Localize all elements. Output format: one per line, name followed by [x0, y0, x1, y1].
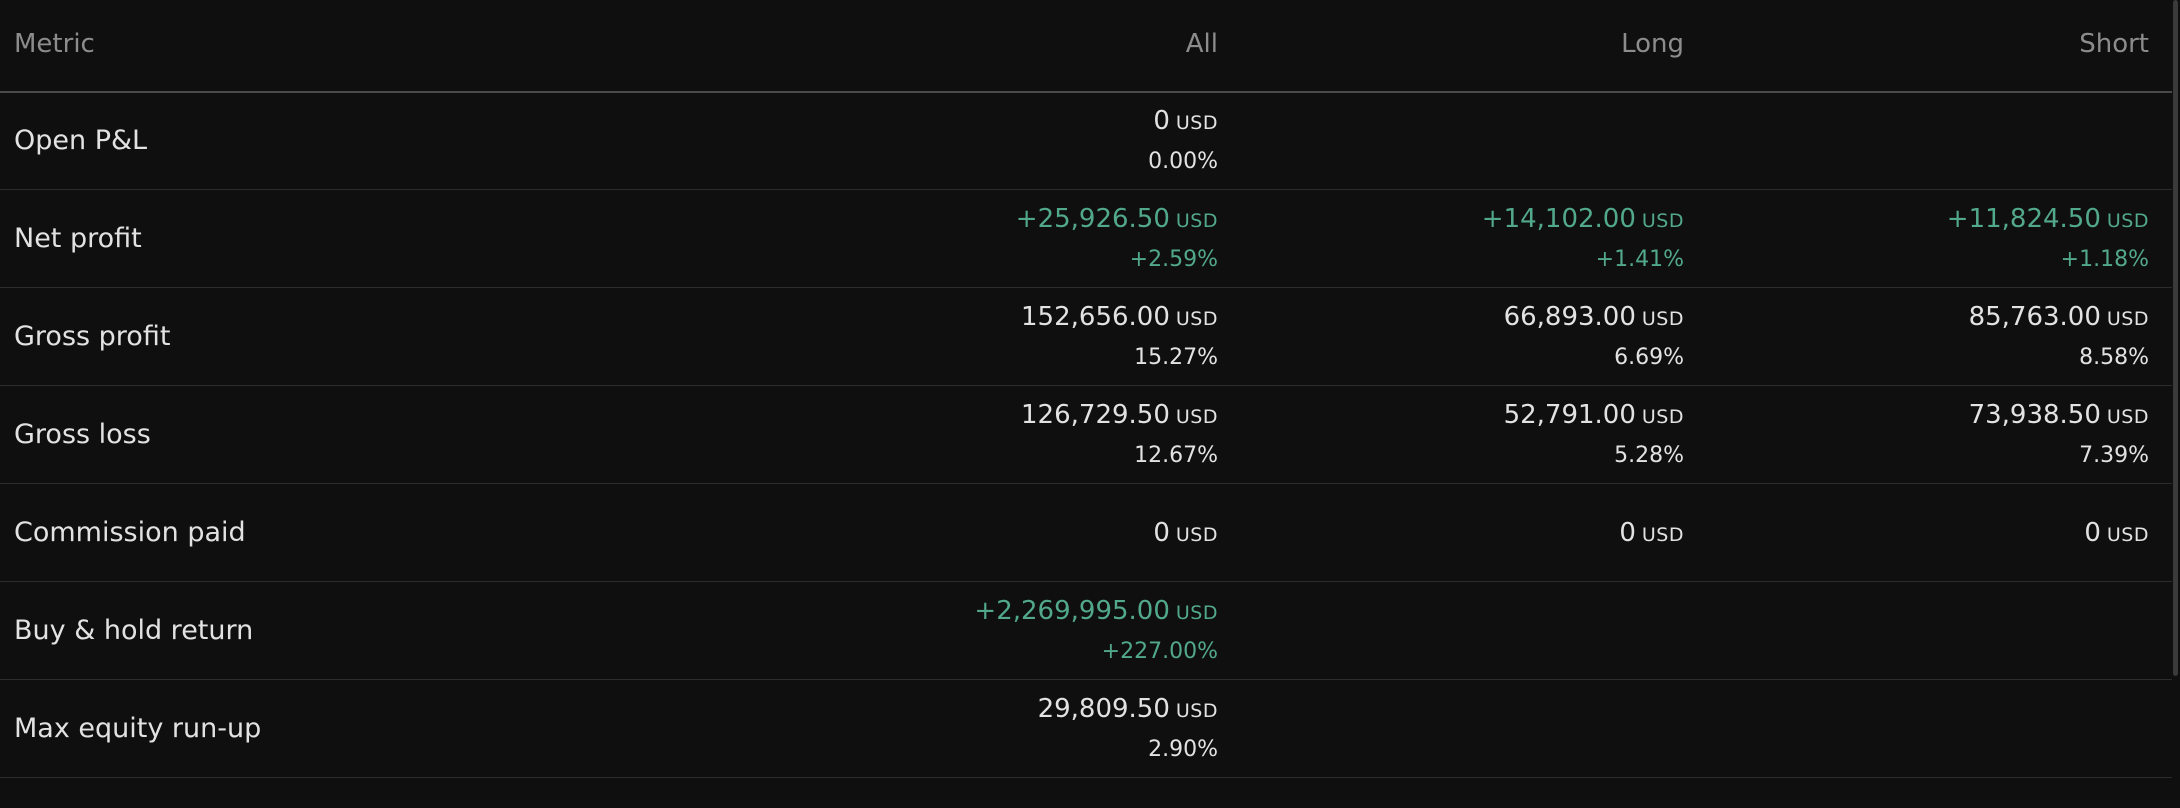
- currency-unit: USD: [1175, 602, 1218, 624]
- column-header: Metric: [14, 29, 95, 59]
- currency-unit: USD: [2106, 308, 2149, 330]
- amount: 152,656.00: [1021, 302, 1170, 332]
- currency-unit: USD: [1641, 406, 1684, 428]
- amount: +14,102.00: [1481, 204, 1636, 234]
- cell-percent: +1.18%: [2060, 247, 2149, 272]
- currency-unit: USD: [1175, 524, 1218, 546]
- amount: 85,763.00: [1968, 302, 2101, 332]
- cell-value: 73,938.50 USD: [1969, 399, 2149, 433]
- cell-percent: 15.27%: [1134, 345, 1218, 370]
- amount: 29,809.50: [1037, 694, 1170, 724]
- cell-percent: +2.59%: [1129, 247, 1218, 272]
- cell-value: 126,729.50 USD: [1021, 399, 1218, 433]
- cell-percent: 6.69%: [1614, 345, 1684, 370]
- currency-unit: USD: [1175, 210, 1218, 232]
- cell-percent: +1.41%: [1595, 247, 1684, 272]
- row-divider: [0, 385, 2172, 386]
- row-divider: [0, 189, 2172, 190]
- metric-label: Open P&L: [14, 125, 148, 156]
- cell-percent: 5.28%: [1614, 443, 1684, 468]
- cell-value: 0 USD: [2084, 517, 2149, 551]
- amount: +11,824.50: [1946, 204, 2101, 234]
- amount: 126,729.50: [1021, 400, 1170, 430]
- cell-value: +11,824.50 USD: [1947, 203, 2149, 237]
- currency-unit: USD: [1175, 700, 1218, 722]
- currency-unit: USD: [1175, 112, 1218, 134]
- header-divider: [0, 91, 2172, 93]
- row-divider: [0, 483, 2172, 484]
- cell-value: 152,656.00 USD: [1021, 301, 1218, 335]
- cell-value: 66,893.00 USD: [1504, 301, 1684, 335]
- cell-percent: 2.90%: [1148, 737, 1218, 762]
- cell-percent: +227.00%: [1101, 639, 1218, 664]
- row-divider: [0, 287, 2172, 288]
- cell-value: 0 USD: [1153, 105, 1218, 139]
- column-header: All: [1185, 29, 1218, 59]
- currency-unit: USD: [1175, 406, 1218, 428]
- amount: 52,791.00: [1503, 400, 1636, 430]
- metric-label: Max equity run-up: [14, 713, 262, 744]
- cell-value: 29,809.50 USD: [1038, 693, 1218, 727]
- column-header: Long: [1621, 29, 1684, 59]
- cell-percent: 0.00%: [1148, 149, 1218, 174]
- currency-unit: USD: [1641, 524, 1684, 546]
- currency-unit: USD: [2106, 210, 2149, 232]
- cell-value: +25,926.50 USD: [1016, 203, 1218, 237]
- amount: +25,926.50: [1015, 204, 1170, 234]
- metric-label: Gross loss: [14, 419, 151, 450]
- amount: 0: [1153, 106, 1170, 136]
- row-divider: [0, 777, 2172, 778]
- amount: 66,893.00: [1503, 302, 1636, 332]
- cell-value: +2,269,995.00 USD: [974, 595, 1218, 629]
- amount: 73,938.50: [1968, 400, 2101, 430]
- currency-unit: USD: [2106, 406, 2149, 428]
- cell-percent: 7.39%: [2079, 443, 2149, 468]
- cell-value: 85,763.00 USD: [1969, 301, 2149, 335]
- currency-unit: USD: [1641, 210, 1684, 232]
- metric-label: Net profit: [14, 223, 142, 254]
- cell-value: 52,791.00 USD: [1504, 399, 1684, 433]
- cell-percent: 12.67%: [1134, 443, 1218, 468]
- cell-value: 0 USD: [1619, 517, 1684, 551]
- currency-unit: USD: [1175, 308, 1218, 330]
- amount: +2,269,995.00: [974, 596, 1170, 626]
- metric-label: Gross profit: [14, 321, 171, 352]
- cell-percent: 8.58%: [2079, 345, 2149, 370]
- currency-unit: USD: [2106, 524, 2149, 546]
- column-header: Short: [2079, 29, 2149, 59]
- metric-label: Buy & hold return: [14, 615, 254, 646]
- metric-label: Commission paid: [14, 517, 246, 548]
- amount: 0: [1619, 518, 1636, 548]
- currency-unit: USD: [1641, 308, 1684, 330]
- row-divider: [0, 679, 2172, 680]
- amount: 0: [1153, 518, 1170, 548]
- scrollbar[interactable]: [2173, 0, 2178, 676]
- cell-value: 0 USD: [1153, 517, 1218, 551]
- row-divider: [0, 581, 2172, 582]
- amount: 0: [2084, 518, 2101, 548]
- cell-value: +14,102.00 USD: [1482, 203, 1684, 237]
